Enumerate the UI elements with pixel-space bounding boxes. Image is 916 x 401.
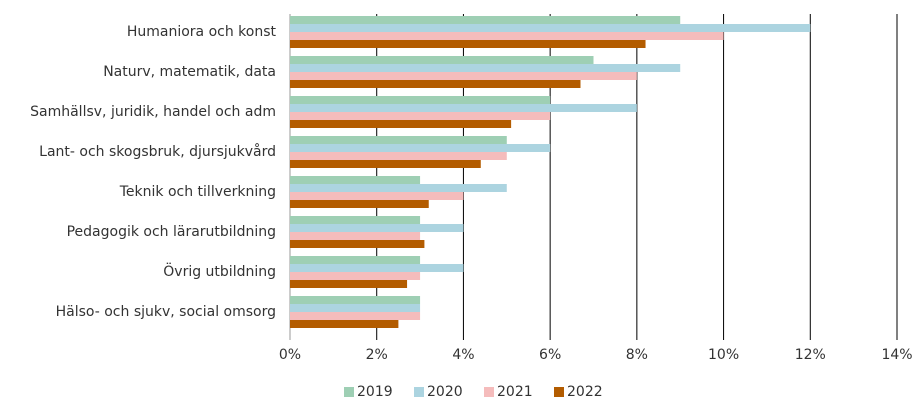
bar [290,80,581,88]
legend-label: 2022 [567,384,603,400]
bar [290,104,637,112]
y-tick-label: Övrig utbildning [163,262,276,280]
legend-label: 2020 [427,384,463,400]
y-tick-label: Naturv, matematik, data [103,64,276,80]
legend-swatch [414,387,424,397]
legend-swatch [554,387,564,397]
legend-swatch [344,387,354,397]
bar [290,224,464,232]
y-tick-label: Humaniora och konst [127,24,277,40]
bar [290,112,551,120]
bar [290,280,408,288]
bar [290,64,681,72]
bar [290,32,724,40]
bar [290,72,637,80]
bar [290,24,811,32]
bar [290,272,421,280]
bar [290,40,646,48]
bar [290,264,464,272]
x-tick-label: 10% [708,347,739,363]
bar [290,312,421,320]
x-tick-label: 2% [366,347,388,363]
x-tick-label: 14% [881,347,912,363]
bar [290,136,507,144]
x-tick-label: 0% [279,347,301,363]
x-tick-label: 4% [452,347,474,363]
bar [290,296,421,304]
x-tick-label: 6% [539,347,561,363]
bar [290,56,594,64]
bar [290,192,464,200]
y-tick-label: Teknik och tillverkning [119,184,276,200]
bar [290,320,399,328]
bar [290,184,507,192]
y-tick-label: Hälso- och sjukv, social omsorg [56,304,276,320]
x-tick-label: 12% [795,347,826,363]
bar [290,256,421,264]
bar [290,96,551,104]
bar [290,176,421,184]
legend-label: 2021 [497,384,533,400]
legend-label: 2019 [357,384,393,400]
bar [290,120,512,128]
bar [290,216,421,224]
bar [290,160,481,168]
y-tick-label: Samhällsv, juridik, handel och adm [30,104,276,120]
bar [290,152,507,160]
bar [290,16,681,24]
legend-swatch [484,387,494,397]
bar [290,232,421,240]
x-tick-label: 8% [626,347,648,363]
bar [290,304,421,312]
bar [290,144,551,152]
y-tick-label: Pedagogik och lärarutbildning [67,224,276,240]
bar [290,240,425,248]
y-tick-label: Lant- och skogsbruk, djursjukvård [39,143,276,160]
bar [290,200,429,208]
